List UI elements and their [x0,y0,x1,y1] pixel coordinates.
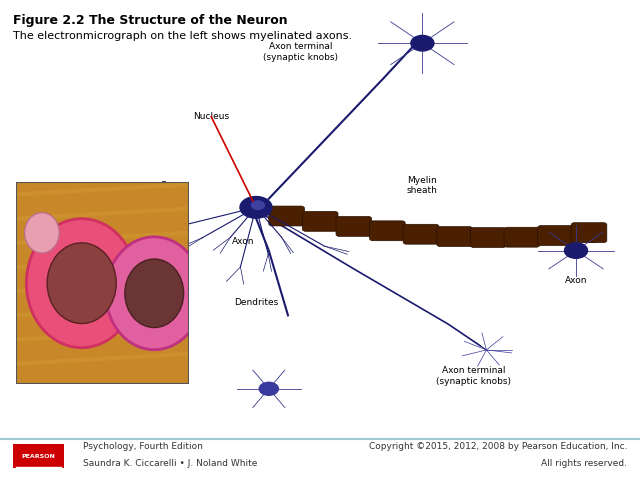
FancyBboxPatch shape [437,227,472,246]
Bar [13,444,64,468]
FancyBboxPatch shape [370,221,405,241]
Text: Psychology, Fourth Edition: Psychology, Fourth Edition [83,442,203,451]
Text: Dendrites: Dendrites [234,298,278,307]
Text: The electronmicrograph on the left shows myelinated axons.: The electronmicrograph on the left shows… [13,31,352,41]
Text: Axon: Axon [232,238,255,246]
Text: Saundra K. Ciccarelli • J. Noland White: Saundra K. Ciccarelli • J. Noland White [83,459,257,468]
FancyBboxPatch shape [538,226,573,245]
Text: All rights reserved.: All rights reserved. [541,459,627,468]
Circle shape [411,36,434,51]
Circle shape [106,237,203,350]
FancyBboxPatch shape [504,228,540,247]
Circle shape [25,213,60,253]
Text: Axon terminal
(synaptic knobs): Axon terminal (synaptic knobs) [263,42,339,61]
Circle shape [47,243,116,324]
Circle shape [240,197,272,218]
Text: Soma: Soma [160,181,186,190]
Text: Copyright ©2015, 2012, 2008 by Pearson Education, Inc.: Copyright ©2015, 2012, 2008 by Pearson E… [369,442,627,451]
Circle shape [564,243,588,258]
Circle shape [252,201,264,209]
FancyBboxPatch shape [403,224,439,244]
Circle shape [125,259,184,327]
Circle shape [259,382,278,396]
Text: Myelin
sheath: Myelin sheath [407,176,438,195]
Text: Nucleus: Nucleus [193,112,229,121]
FancyBboxPatch shape [336,216,372,236]
FancyBboxPatch shape [303,211,338,231]
Text: Figure 2.2 The Structure of the Neuron: Figure 2.2 The Structure of the Neuron [13,14,287,27]
FancyBboxPatch shape [470,228,506,248]
Circle shape [26,219,137,348]
Text: PEARSON: PEARSON [22,454,55,458]
Text: Axon: Axon [564,276,588,285]
Text: Axon terminal
(synaptic knobs): Axon terminal (synaptic knobs) [436,366,511,385]
FancyBboxPatch shape [269,206,305,226]
FancyBboxPatch shape [571,223,607,242]
